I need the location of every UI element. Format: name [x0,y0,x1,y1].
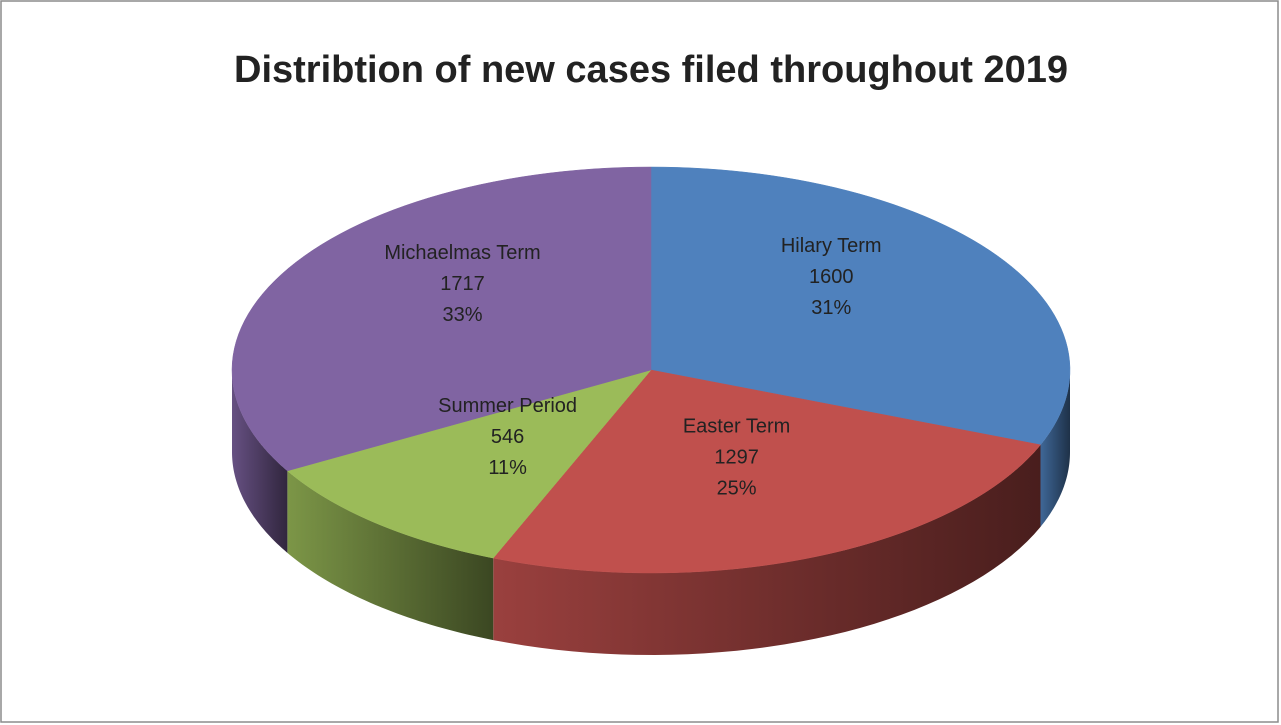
slice-percent: 31% [811,297,851,319]
slice-value: 546 [491,426,524,448]
slice-value: 1600 [809,266,854,288]
slice-side [1040,370,1070,527]
slice-side [287,470,494,641]
slice-value: 1717 [440,273,485,295]
slice [286,369,652,559]
slice-label: Michaelmas Term [384,242,540,264]
slice-side [493,444,1041,655]
slice-percent: 33% [442,304,482,326]
slice-label: Hilary Term [781,235,882,257]
slice [231,166,652,472]
slice-percent: 11% [488,457,527,479]
slice-label: Summer Period [438,395,577,417]
slice-side [232,370,288,553]
slice [492,369,1041,574]
slice-value: 1297 [714,446,759,468]
slice [650,166,1071,446]
slice-label: Easter Term [683,415,790,437]
side-walls [232,370,1070,655]
chart-title: Distribtion of new cases filed throughou… [234,49,1068,91]
slice-percent: 25% [717,477,757,499]
